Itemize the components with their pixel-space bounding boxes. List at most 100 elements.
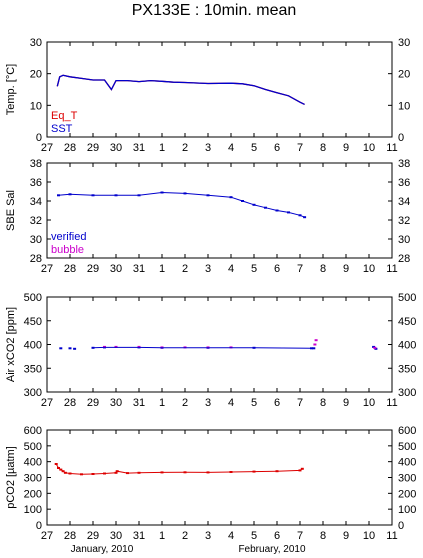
y-tick-label-right: 10 — [398, 100, 410, 112]
y-tick-label-right: 34 — [398, 196, 410, 208]
x-tick-label: 8 — [320, 397, 326, 409]
x-tick-label: 8 — [320, 530, 326, 542]
x-tick-label: 31 — [133, 263, 145, 275]
x-tick-label: 11 — [386, 530, 397, 542]
x-tick-label: 6 — [274, 397, 280, 409]
data-point — [313, 343, 317, 346]
panel-1: 0 0 10 10 20 20 30 30 27 28 29 30 31 1 2 3 4 5 6 7 8 9 10 11 Tem… — [5, 37, 410, 154]
series-1 — [57, 191, 307, 219]
x-tick-label: 27 — [41, 397, 53, 409]
y-tick-label-right: 0 — [398, 132, 404, 144]
y-tick-label-left: 500 — [24, 292, 42, 304]
x-tick-label: 30 — [110, 397, 122, 409]
y-tick-label-right: 36 — [398, 177, 410, 189]
y-tick-label-left: 0 — [36, 520, 42, 532]
x-tick-label: 7 — [297, 263, 303, 275]
y-tick-label-left: 30 — [30, 37, 42, 49]
y-tick-label-right: 500 — [398, 292, 416, 304]
y-tick-label-left: 100 — [24, 504, 42, 516]
y-tick-label-left: 450 — [24, 316, 42, 328]
x-tick-label: 31 — [133, 142, 145, 154]
x-tick-label: 5 — [251, 263, 257, 275]
x-tick-label: 4 — [228, 263, 234, 275]
legend-entry: verified — [51, 231, 86, 243]
x-tick-label: 29 — [87, 142, 99, 154]
x-tick-label: 30 — [110, 530, 122, 542]
x-tick-label: 3 — [205, 142, 211, 154]
x-tick-label: 4 — [228, 142, 234, 154]
y-tick-label-left: 300 — [24, 473, 42, 485]
x-tick-label: 3 — [205, 263, 211, 275]
plot-frame — [46, 429, 393, 526]
x-tick-label: 29 — [87, 530, 99, 542]
x-tick-label: 5 — [251, 530, 257, 542]
x-tick-label: 29 — [87, 397, 99, 409]
x-tick-label: 2 — [182, 142, 188, 154]
y-tick-label-left: 10 — [30, 100, 42, 112]
y-tick-label-left: 28 — [30, 253, 42, 265]
plot-frame — [46, 296, 393, 393]
y-tick-label-right: 450 — [398, 316, 416, 328]
x-tick-label: 1 — [159, 142, 165, 154]
y-tick-label-right: 0 — [398, 520, 404, 532]
x-tick-label: 5 — [251, 397, 257, 409]
x-tick-label: 31 — [133, 530, 145, 542]
x-tick-label: 27 — [41, 530, 53, 542]
x-tick-label: 30 — [110, 263, 122, 275]
series-trace — [55, 463, 303, 475]
x-tick-label: 28 — [64, 142, 76, 154]
x-tick-label: 2 — [182, 530, 188, 542]
x-tick-label: 11 — [386, 397, 397, 409]
y-tick-label-left: 34 — [30, 196, 42, 208]
x-tick-label: 1 — [159, 263, 165, 275]
x-tick-label: 28 — [64, 397, 76, 409]
series-2 — [56, 74, 305, 105]
data-point — [59, 347, 63, 350]
x-tick-label: 31 — [133, 397, 145, 409]
y-tick-label-left: 400 — [24, 340, 42, 352]
y-tick-label-left: 30 — [30, 234, 42, 246]
data-point — [314, 339, 318, 342]
y-tick-label-right: 300 — [398, 473, 416, 485]
y-tick-label-right: 300 — [398, 387, 416, 399]
y-tick-label-left: 20 — [30, 69, 42, 81]
x-tick-label: 10 — [363, 530, 375, 542]
y-tick-label-right: 20 — [398, 69, 410, 81]
y-tick-label-right: 30 — [398, 37, 410, 49]
y-axis-label: pCO2 [µatm] — [5, 446, 17, 509]
series-1 — [54, 463, 304, 476]
y-tick-label-left: 350 — [24, 363, 42, 375]
y-tick-label-left: 36 — [30, 177, 42, 189]
y-tick-label-right: 600 — [398, 425, 416, 437]
y-tick-label-right: 100 — [398, 504, 416, 516]
y-tick-label-right: 350 — [398, 363, 416, 375]
x-tick-label: 4 — [228, 397, 234, 409]
y-tick-label-left: 38 — [30, 158, 42, 170]
y-tick-label-right: 500 — [398, 441, 416, 453]
y-axis-label: SBE Sal — [5, 190, 17, 231]
x-tick-label: 9 — [343, 397, 349, 409]
x-tick-label: 9 — [343, 142, 349, 154]
y-tick-label-right: 38 — [398, 158, 410, 170]
month-label-january: January, 2010 — [71, 544, 134, 555]
x-tick-label: 5 — [251, 142, 257, 154]
data-point — [68, 347, 72, 350]
chart-title: PX133E : 10min. mean — [132, 2, 297, 19]
data-point — [73, 347, 77, 350]
y-tick-label-right: 32 — [398, 215, 410, 227]
x-tick-label: 28 — [64, 530, 76, 542]
legend-entry: bubble — [51, 244, 84, 256]
y-tick-label-right: 400 — [398, 457, 416, 469]
x-tick-label: 30 — [110, 142, 122, 154]
x-tick-label: 10 — [363, 263, 375, 275]
x-tick-label: 27 — [41, 142, 53, 154]
x-tick-label: 11 — [386, 263, 397, 275]
plot-frame — [46, 162, 393, 259]
y-tick-label-right: 28 — [398, 253, 410, 265]
x-tick-label: 4 — [228, 530, 234, 542]
y-tick-label-left: 600 — [24, 425, 42, 437]
